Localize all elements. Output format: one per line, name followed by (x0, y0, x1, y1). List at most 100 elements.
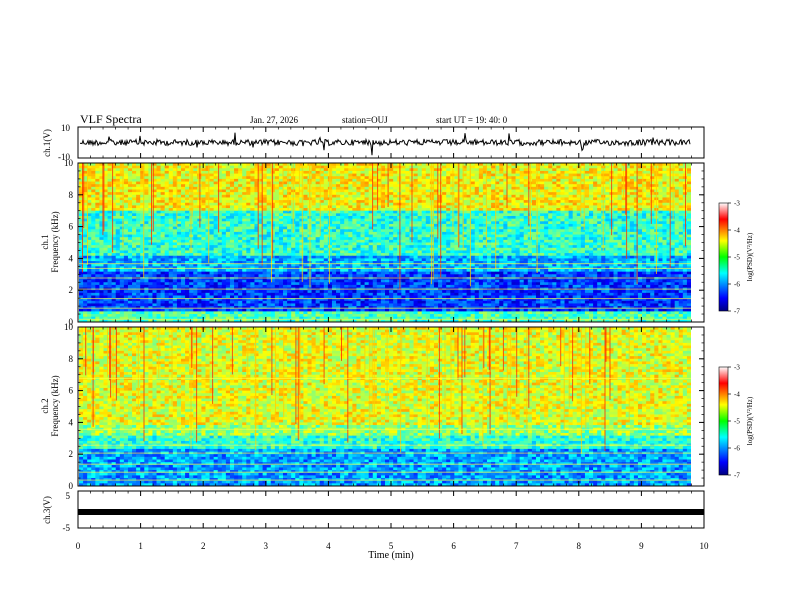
spectrogram-cell (201, 192, 206, 196)
spectrogram-cell (172, 170, 178, 174)
spectrogram-cell (633, 237, 639, 241)
spectrogram-cell (401, 184, 406, 188)
spectrogram-cell (544, 163, 549, 167)
spectrogram-cell (287, 189, 292, 193)
spectrogram-cell (666, 178, 671, 182)
spectrogram-cell (111, 176, 117, 180)
spectrogram-cell (83, 197, 88, 201)
spectrogram-cell (466, 237, 472, 241)
spectrogram-cell (613, 181, 618, 185)
spectrogram-cell (478, 231, 484, 235)
spectrogram-cell (642, 205, 647, 209)
spectrogram-cell (299, 181, 304, 185)
spectrogram-cell (331, 234, 337, 238)
spectrogram-cell (246, 208, 251, 212)
spectrogram-cell (87, 168, 92, 172)
spectrogram-cell (376, 208, 382, 212)
spectrogram-cell (425, 194, 431, 198)
spectrogram-cell (311, 242, 317, 246)
spectrogram-cell (87, 242, 92, 246)
spectrogram-cell (454, 176, 459, 180)
spectrogram-cell (458, 170, 463, 174)
spectrogram-cell (564, 170, 569, 174)
spectrogram-cell (617, 218, 623, 222)
spectrogram-cell (454, 223, 459, 227)
spectrogram-cell (340, 242, 345, 246)
spectrogram-cell (140, 194, 145, 198)
spectrogram-cell (132, 176, 137, 180)
spectrogram-cell (132, 186, 137, 190)
spectrogram-cell (633, 197, 639, 201)
spectrogram-cell (433, 173, 439, 177)
spectrogram-cell (144, 234, 149, 238)
spectrogram-cell (132, 168, 137, 172)
spectrogram-cell (283, 229, 288, 233)
spectrogram-cell (380, 226, 386, 230)
spectrogram-cell (176, 237, 182, 241)
spectrogram-cell (597, 213, 602, 217)
spectrogram-cell (548, 186, 553, 190)
spectrogram-cell (413, 226, 419, 230)
spectrogram-cell (287, 237, 292, 241)
spectrogram-cell (589, 189, 594, 193)
spectrogram-cell (421, 163, 427, 167)
spectrogram-cell (385, 216, 390, 220)
spectrogram-cell (360, 184, 365, 188)
spectrogram-cell (221, 189, 227, 193)
spectrogram-cell (193, 202, 198, 206)
spectrogram-cell (482, 237, 488, 241)
spectrogram-cell (413, 210, 419, 214)
spectrogram-cell (319, 247, 325, 251)
ch1-ytick-bottom: -10 (58, 152, 70, 162)
spectrogram-cell (511, 170, 516, 174)
spectrogram-cell (99, 192, 104, 196)
spectrogram-cell (144, 184, 149, 188)
spectrogram-cell (136, 205, 141, 209)
spectrogram-cell (336, 192, 341, 196)
spectrogram-cell (576, 216, 582, 220)
spectrogram-cell (136, 218, 141, 222)
spectrogram-cell (511, 189, 516, 193)
spectrogram-cell (205, 216, 210, 220)
spectrogram-cell (299, 202, 304, 206)
spectrogram-cell (678, 234, 684, 238)
spectrogram-cell (197, 226, 202, 230)
spectrogram-cell (283, 165, 288, 169)
spectrogram-cell (83, 231, 88, 235)
spectrogram-cell (495, 208, 500, 212)
spectrogram-cell (446, 186, 451, 190)
spectrogram-cell (564, 205, 569, 209)
spectrogram-cell (368, 205, 374, 209)
spectrogram-cell (372, 213, 378, 217)
spectrogram-cell (662, 170, 667, 174)
spectrogram-cell (156, 239, 161, 243)
spectrogram-cell (560, 192, 565, 196)
spectrogram-cell (95, 208, 100, 212)
spectrogram-cell (478, 189, 484, 193)
spectrogram-cell (168, 194, 174, 198)
spectrogram-cell (507, 194, 512, 198)
spectrogram-cell (380, 237, 386, 241)
spectrogram-cell (315, 231, 321, 235)
spectrogram-cell (283, 170, 288, 174)
spectrogram-cell (250, 213, 255, 217)
spectrogram-cell (511, 194, 516, 198)
spectrogram-cell (589, 218, 594, 222)
spectrogram-cell (119, 223, 125, 227)
spectrogram-cell (160, 226, 166, 230)
spectrogram-cell (556, 218, 561, 222)
spectrogram-cell (515, 210, 521, 214)
spectrogram-cell (442, 189, 447, 193)
spectrogram-cell (625, 239, 631, 243)
spectrogram-cell (482, 176, 488, 180)
spectrogram-cell (168, 184, 174, 188)
spectrogram-cell (368, 168, 374, 172)
spectrogram-cell (593, 221, 598, 225)
spectrogram-cell (515, 181, 521, 185)
spectrogram-cell (495, 213, 500, 217)
spectrogram-cell (401, 237, 406, 241)
spectrogram-cell (140, 231, 145, 235)
spectrogram-cell (482, 165, 488, 169)
spectrogram-cell (168, 234, 174, 238)
spectrogram-cell (385, 242, 390, 246)
